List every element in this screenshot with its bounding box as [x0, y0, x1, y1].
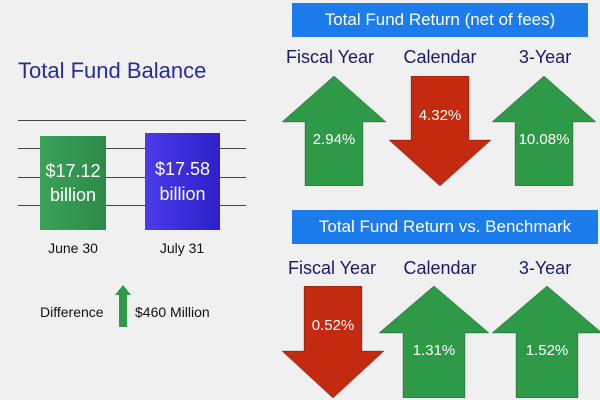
arrow-value-label: 4.32% — [418, 107, 462, 124]
benchmark-banner-title: Total Fund Return vs. Benchmark — [318, 217, 572, 236]
arrow-value-label: 2.94% — [312, 131, 356, 148]
benchmark-fiscal-year-down-arrow-icon: 0.52% — [282, 286, 384, 398]
bar-value-label: $17.12 billion — [45, 160, 101, 205]
up-arrow-shape — [282, 76, 386, 186]
difference-label: Difference — [40, 304, 104, 320]
return-banner: Total Fund Return (net of fees) — [292, 3, 588, 37]
balance-title: Total Fund Balance — [18, 58, 207, 83]
arrow-value-label: 1.31% — [412, 342, 456, 359]
return-banner-title: Total Fund Return (net of fees) — [324, 10, 556, 29]
benchmark-3-year-up-arrow-icon: 1.52% — [492, 286, 600, 398]
up-arrow-shape — [492, 286, 600, 398]
return-calendar-down-arrow-icon: 4.32% — [389, 76, 491, 186]
gridline — [18, 148, 246, 149]
gridline — [18, 120, 246, 121]
gridline — [18, 177, 246, 178]
arrow-value-label: 10.08% — [518, 131, 570, 148]
benchmark-calendar-up-arrow-icon: 1.31% — [379, 286, 489, 398]
down-arrow-shape — [282, 286, 384, 398]
return-period-3-year: 3-Year — [518, 47, 572, 67]
x-tick-label: July 31 — [159, 240, 205, 256]
benchmark-period-fiscal-year: Fiscal Year — [287, 258, 377, 278]
balance-chart: $17.12 billion $17.58 billion June 30 Ju… — [0, 0, 260, 260]
return-period-fiscal-year: Fiscal Year — [285, 47, 375, 67]
bar-july-31: $17.58 billion — [145, 133, 220, 230]
difference-value: $460 Million — [135, 304, 210, 320]
x-tick-label: June 30 — [48, 240, 98, 256]
arrow-value-label: 0.52% — [311, 317, 355, 334]
bar-value-label: $17.58 billion — [154, 159, 211, 204]
benchmark-period-calendar: Calendar — [403, 258, 477, 278]
return-period-calendar: Calendar — [403, 47, 477, 67]
up-arrow-shape — [379, 286, 489, 398]
gridline — [18, 205, 246, 206]
down-arrow-shape — [389, 76, 491, 186]
difference-up-arrow-icon — [115, 285, 131, 332]
return-3-year-up-arrow-icon: 10.08% — [492, 76, 596, 186]
up-arrow-shape — [492, 76, 596, 186]
benchmark-banner: Total Fund Return vs. Benchmark — [292, 210, 598, 244]
bar-june-30: $17.12 billion — [40, 136, 106, 230]
return-fiscal-year-up-arrow-icon: 2.94% — [282, 76, 386, 186]
arrow-value-label: 1.52% — [525, 342, 569, 359]
benchmark-period-3-year: 3-Year — [518, 258, 572, 278]
